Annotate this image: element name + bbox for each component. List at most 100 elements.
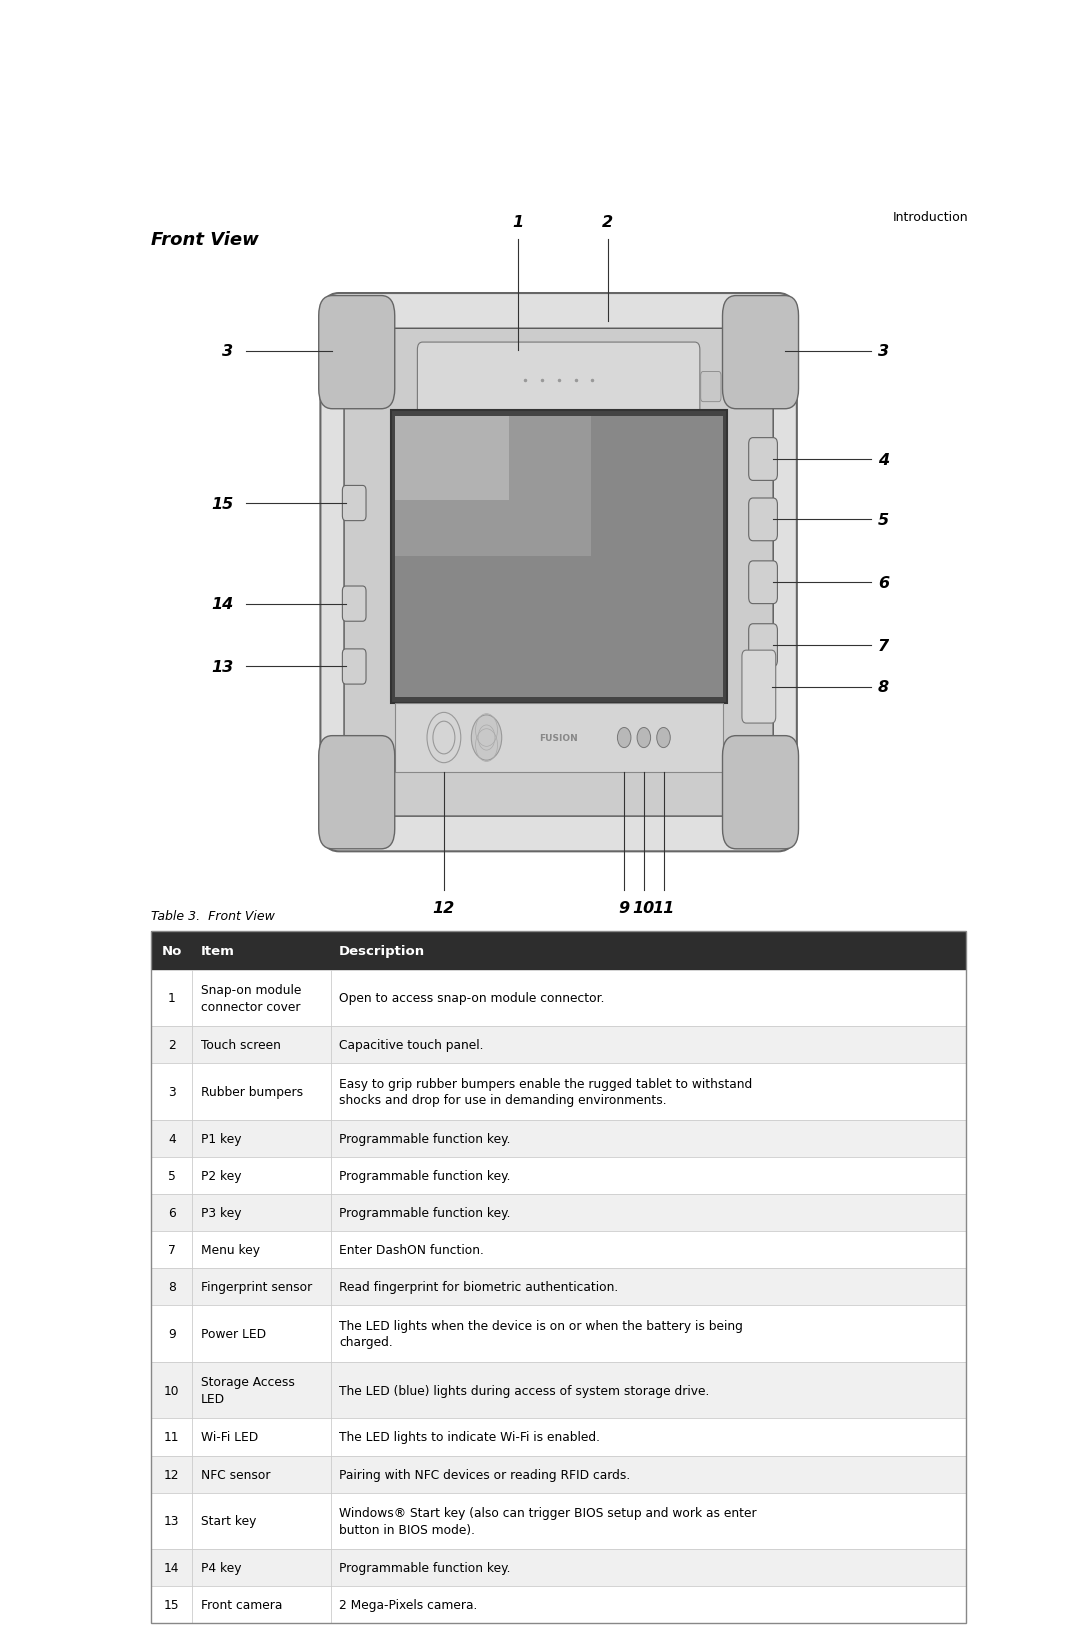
- Text: 13: 13: [165, 1514, 180, 1528]
- Circle shape: [617, 728, 631, 747]
- Text: 4: 4: [168, 1133, 175, 1146]
- Text: Menu key: Menu key: [201, 1244, 259, 1257]
- Text: Capacitive touch panel.: Capacitive touch panel.: [339, 1038, 484, 1051]
- Text: Open to access snap-on module connector.: Open to access snap-on module connector.: [339, 992, 605, 1005]
- Bar: [395, 418, 723, 697]
- Text: 8: 8: [877, 679, 889, 695]
- Bar: [152, 1363, 966, 1418]
- Text: 9: 9: [168, 1327, 175, 1340]
- Text: 11: 11: [953, 1430, 968, 1443]
- Text: 5: 5: [168, 1169, 175, 1182]
- Text: 10: 10: [632, 901, 655, 916]
- Bar: [152, 930, 966, 1624]
- Bar: [395, 418, 509, 501]
- Bar: [152, 1268, 966, 1306]
- Text: Front camera: Front camera: [201, 1598, 282, 1611]
- FancyBboxPatch shape: [723, 297, 799, 410]
- Text: 2: 2: [602, 215, 614, 230]
- Text: 11: 11: [165, 1431, 180, 1444]
- FancyBboxPatch shape: [749, 625, 777, 667]
- Text: Enter DashON function.: Enter DashON function.: [339, 1244, 484, 1257]
- Bar: [152, 1120, 966, 1157]
- Text: 9: 9: [619, 901, 630, 916]
- Text: 3: 3: [877, 344, 889, 359]
- Text: 12: 12: [165, 1467, 180, 1480]
- Text: 7: 7: [877, 638, 889, 653]
- FancyBboxPatch shape: [417, 343, 700, 418]
- Bar: [152, 969, 966, 1027]
- Text: 10: 10: [165, 1384, 180, 1397]
- Text: P1 key: P1 key: [201, 1133, 241, 1146]
- FancyBboxPatch shape: [749, 439, 777, 481]
- Bar: [152, 930, 966, 969]
- Bar: [395, 418, 592, 557]
- Text: Easy to grip rubber bumpers enable the rugged tablet to withstand
shocks and dro: Easy to grip rubber bumpers enable the r…: [339, 1077, 752, 1106]
- Text: 12: 12: [433, 901, 455, 916]
- Text: Programmable function key.: Programmable function key.: [339, 1133, 510, 1146]
- Text: 15: 15: [164, 1598, 180, 1611]
- Text: 13: 13: [211, 659, 233, 674]
- FancyBboxPatch shape: [749, 499, 777, 542]
- Text: The LED (blue) lights during access of system storage drive.: The LED (blue) lights during access of s…: [339, 1384, 710, 1397]
- Text: The LED lights when the device is on or when the battery is being
charged.: The LED lights when the device is on or …: [339, 1319, 743, 1348]
- Text: P2 key: P2 key: [201, 1169, 241, 1182]
- Text: 3: 3: [168, 1085, 175, 1098]
- Text: 11: 11: [653, 901, 675, 916]
- Text: No: No: [161, 943, 182, 956]
- FancyBboxPatch shape: [344, 330, 773, 816]
- Circle shape: [471, 715, 501, 761]
- Text: 3: 3: [222, 344, 233, 359]
- Text: Item: Item: [201, 943, 234, 956]
- Text: Front View: Front View: [152, 232, 259, 250]
- Text: Power LED: Power LED: [201, 1327, 266, 1340]
- Bar: [152, 1195, 966, 1231]
- Text: Snap-on module
connector cover: Snap-on module connector cover: [201, 984, 301, 1013]
- Circle shape: [637, 728, 651, 747]
- Text: P3 key: P3 key: [201, 1206, 241, 1219]
- FancyBboxPatch shape: [749, 561, 777, 604]
- Text: Figure 2.  Front View: Figure 2. Front View: [489, 932, 628, 945]
- Text: 2 Mega-Pixels camera.: 2 Mega-Pixels camera.: [339, 1598, 477, 1611]
- Text: NFC sensor: NFC sensor: [201, 1467, 270, 1480]
- Text: 15: 15: [211, 496, 233, 511]
- FancyBboxPatch shape: [320, 294, 797, 852]
- Text: 8: 8: [168, 1281, 175, 1294]
- FancyBboxPatch shape: [701, 372, 720, 403]
- Text: Table 3.  Front View: Table 3. Front View: [152, 909, 276, 922]
- Bar: [395, 703, 723, 772]
- FancyBboxPatch shape: [742, 651, 776, 723]
- Bar: [152, 1064, 966, 1120]
- Text: 1: 1: [512, 215, 523, 230]
- Text: Storage Access
LED: Storage Access LED: [201, 1376, 294, 1405]
- Text: 7: 7: [168, 1244, 175, 1257]
- Text: Start key: Start key: [201, 1514, 256, 1528]
- Bar: [152, 1493, 966, 1549]
- Text: 6: 6: [168, 1206, 175, 1219]
- FancyBboxPatch shape: [318, 736, 395, 849]
- Bar: [152, 1231, 966, 1268]
- Text: Read fingerprint for biometric authentication.: Read fingerprint for biometric authentic…: [339, 1281, 618, 1294]
- Circle shape: [657, 728, 670, 747]
- Bar: [152, 1157, 966, 1195]
- Text: 14: 14: [165, 1562, 180, 1575]
- Text: Programmable function key.: Programmable function key.: [339, 1206, 510, 1219]
- Text: P4 key: P4 key: [201, 1562, 241, 1575]
- FancyBboxPatch shape: [342, 586, 366, 622]
- FancyBboxPatch shape: [342, 650, 366, 685]
- Text: Programmable function key.: Programmable function key.: [339, 1562, 510, 1575]
- Bar: [390, 411, 727, 703]
- Text: Description: Description: [339, 943, 425, 956]
- Text: The LED lights to indicate Wi-Fi is enabled.: The LED lights to indicate Wi-Fi is enab…: [339, 1431, 601, 1444]
- Text: Wi-Fi LED: Wi-Fi LED: [201, 1431, 258, 1444]
- Bar: [152, 1456, 966, 1493]
- Text: Fingerprint sensor: Fingerprint sensor: [201, 1281, 312, 1294]
- Bar: [152, 1027, 966, 1064]
- Text: 6: 6: [877, 576, 889, 591]
- Text: FUSION: FUSION: [540, 733, 578, 743]
- Text: Touch screen: Touch screen: [201, 1038, 280, 1051]
- Text: 2: 2: [168, 1038, 175, 1051]
- FancyBboxPatch shape: [723, 736, 799, 849]
- Bar: [152, 1586, 966, 1624]
- Text: Windows® Start key (also can trigger BIOS setup and work as enter
button in BIOS: Windows® Start key (also can trigger BIO…: [339, 1506, 756, 1536]
- Text: 5: 5: [877, 512, 889, 527]
